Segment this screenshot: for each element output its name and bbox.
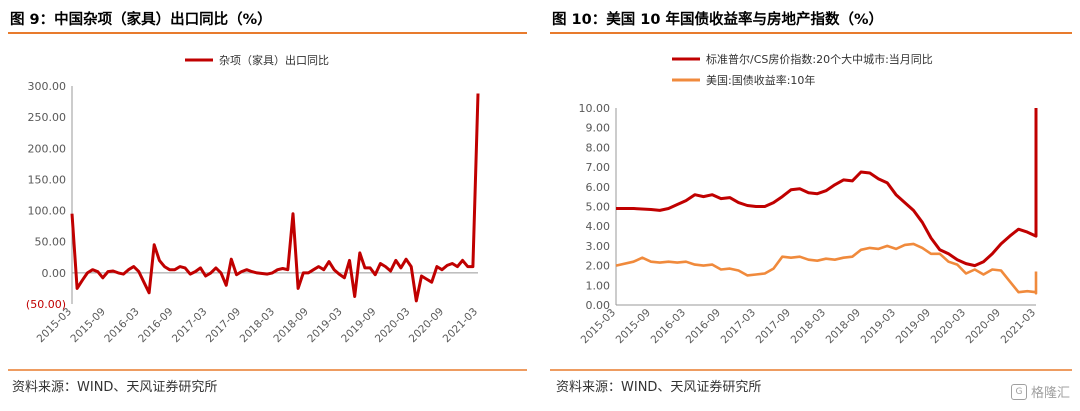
x-tick-label: 2017-09 xyxy=(754,307,794,347)
x-tick-label: 2015-03 xyxy=(579,307,619,347)
y-tick-label: 5.00 xyxy=(586,201,611,214)
y-tick-label: 250.00 xyxy=(28,111,67,124)
x-tick-label: 2020-09 xyxy=(407,306,447,346)
y-tick-label: 0.00 xyxy=(42,267,67,280)
left-chart: (50.00) 0.00 50.00 100.00 150.00 200.00 250.00… xyxy=(26,53,480,345)
x-tick-label: 2017-09 xyxy=(204,306,244,346)
legend-label-2: 美国:国债收益率:10年 xyxy=(706,73,815,87)
series-line-1 xyxy=(70,93,480,303)
x-tick-label: 2018-09 xyxy=(271,306,311,346)
y-tick-label: 0.00 xyxy=(586,299,611,312)
x-tick-label: 2020-09 xyxy=(964,307,1004,347)
x-tick-label: 2018-03 xyxy=(789,307,829,347)
right-panel: 图 10：美国 10 年国债收益率与房地产指数（%） 0.00 1.00 2.00 3… xyxy=(550,10,1072,395)
x-tick-label: 2018-09 xyxy=(824,307,864,347)
watermark-logo-icon: G xyxy=(1010,383,1027,400)
right-source-note: 资料来源：WIND、天风证券研究所 xyxy=(556,379,761,395)
x-tick-label: 2016-03 xyxy=(102,306,142,346)
watermark: G 格隆汇 xyxy=(1010,382,1070,401)
legend-label-1: 标准普尔/CS房价指数:20个大中城市:当月同比 xyxy=(706,52,933,66)
y-tick-label: 6.00 xyxy=(586,181,611,194)
y-tick-label: (50.00) xyxy=(26,298,66,311)
y-tick-label: 7.00 xyxy=(586,161,611,174)
x-tick-label: 2015-09 xyxy=(614,307,654,347)
x-tick-label: 2016-09 xyxy=(684,307,724,347)
y-tick-label: 200.00 xyxy=(28,142,67,155)
x-tick-label: 2015-09 xyxy=(68,306,108,346)
x-tick-label: 2016-03 xyxy=(649,307,689,347)
x-tick-label: 2019-03 xyxy=(859,307,899,347)
x-tick-label: 2018-03 xyxy=(238,306,278,346)
series-line-2 xyxy=(615,242,1038,295)
y-tick-label: 50.00 xyxy=(35,236,67,249)
x-tick-label: 2019-09 xyxy=(339,306,379,346)
y-tick-label: 4.00 xyxy=(586,220,611,233)
x-tick-label: 2017-03 xyxy=(170,306,210,346)
y-tick-label: 10.00 xyxy=(579,102,611,115)
left-figure-title: 图 9：中国杂项（家具）出口同比（%） xyxy=(10,10,272,28)
x-tick-label: 2019-03 xyxy=(305,306,345,346)
y-tick-label: 3.00 xyxy=(586,240,611,253)
y-tick-label: 100.00 xyxy=(28,205,67,218)
x-tick-label: 2021-03 xyxy=(441,306,481,346)
series-line-1 xyxy=(616,108,1038,268)
y-tick-label: 9.00 xyxy=(586,122,611,135)
x-tick-label: 2017-03 xyxy=(719,307,759,347)
left-panel: 图 9：中国杂项（家具）出口同比（%） (50.00) 0.00 50.00 100.… xyxy=(8,10,527,395)
left-source-note: 资料来源：WIND、天风证券研究所 xyxy=(12,379,217,395)
watermark-text: 格隆汇 xyxy=(1030,386,1070,401)
legend-label-1: 杂项（家具）出口同比 xyxy=(219,53,329,67)
x-tick-label: 2020-03 xyxy=(373,306,413,346)
x-tick-label: 2020-03 xyxy=(929,307,969,347)
y-tick-label: 300.00 xyxy=(28,80,67,93)
y-tick-label: 8.00 xyxy=(586,141,611,154)
y-tick-label: 2.00 xyxy=(586,260,611,273)
x-tick-label: 2019-09 xyxy=(894,307,934,347)
right-figure-title: 图 10：美国 10 年国债收益率与房地产指数（%） xyxy=(552,10,883,28)
x-tick-label: 2021-03 xyxy=(999,307,1039,347)
x-tick-label: 2015-03 xyxy=(35,306,75,346)
y-tick-label: 150.00 xyxy=(28,173,67,186)
x-tick-label: 2016-09 xyxy=(136,306,176,346)
y-tick-label: 1.00 xyxy=(586,279,611,292)
right-chart: 0.00 1.00 2.00 3.00 4.00 5.00 6.00 7.00 8.00 9.00… xyxy=(579,52,1039,346)
